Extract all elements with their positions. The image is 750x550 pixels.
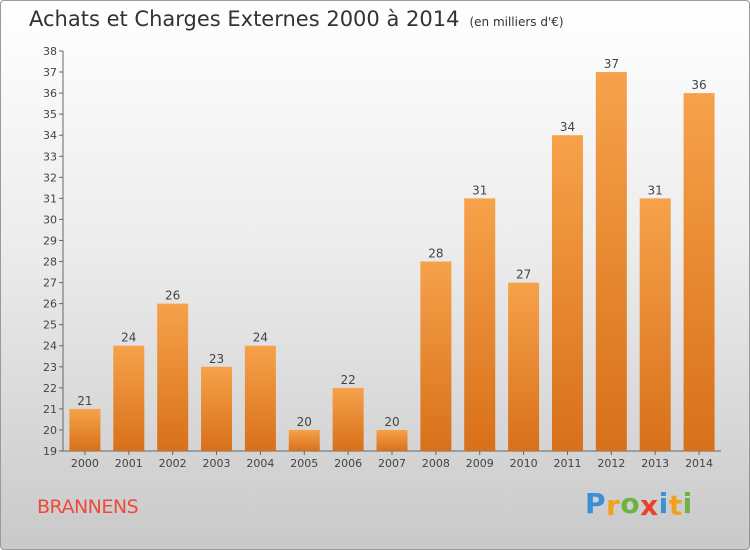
bar [69, 408, 101, 451]
logo-letter: i [682, 487, 693, 520]
bar [639, 198, 671, 451]
bar [595, 72, 627, 451]
bar [551, 135, 583, 452]
bar [113, 345, 145, 451]
y-tick-label: 35 [43, 108, 57, 121]
x-tick-label: 2010 [510, 457, 538, 470]
bar-value-label: 21 [77, 394, 92, 408]
y-tick-label: 34 [43, 129, 57, 142]
title-text: Achats et Charges Externes 2000 à 2014 [29, 7, 460, 31]
y-tick-label: 29 [43, 234, 57, 247]
y-tick-label: 38 [43, 45, 57, 58]
y-tick-label: 20 [43, 424, 57, 437]
bar-value-label: 37 [604, 57, 619, 71]
bar [288, 429, 320, 451]
bar [244, 345, 276, 451]
bar [508, 282, 540, 451]
bar-value-label: 22 [340, 373, 355, 387]
y-tick-label: 30 [43, 213, 57, 226]
y-tick-label: 36 [43, 87, 57, 100]
x-tick-label: 2000 [71, 457, 99, 470]
x-tick-label: 2011 [553, 457, 581, 470]
x-tick-label: 2001 [115, 457, 143, 470]
bar-value-label: 20 [297, 415, 312, 429]
bar-value-label: 24 [121, 331, 136, 345]
y-tick-label: 19 [43, 445, 57, 458]
title-unit: (en milliers d'€) [469, 15, 564, 29]
x-tick-label: 2009 [466, 457, 494, 470]
commune-name: BRANNENS [37, 496, 139, 518]
y-tick-label: 31 [43, 192, 57, 205]
y-tick-label: 21 [43, 403, 57, 416]
x-tick-label: 2005 [290, 457, 318, 470]
logo-letter: x [640, 489, 659, 522]
bar-value-label: 36 [691, 78, 706, 92]
bar [332, 387, 364, 451]
y-tick-label: 26 [43, 298, 57, 311]
bar [376, 429, 408, 451]
y-tick-label: 22 [43, 382, 57, 395]
bar [157, 303, 189, 451]
logo-letter: t [668, 489, 683, 522]
logo-letter: o [620, 487, 641, 520]
logo-letter: r [606, 489, 621, 522]
bar-value-label: 34 [560, 120, 575, 134]
logo-letter: P [585, 487, 607, 520]
y-tick-label: 32 [43, 171, 57, 184]
bar [201, 366, 233, 451]
y-tick-label: 24 [43, 340, 57, 353]
x-tick-label: 2007 [378, 457, 406, 470]
y-tick-label: 37 [43, 66, 57, 79]
y-tick-label: 27 [43, 277, 57, 290]
x-tick-label: 2014 [685, 457, 713, 470]
bar [420, 261, 452, 451]
bar-value-label: 27 [516, 268, 531, 282]
y-tick-label: 28 [43, 256, 57, 269]
x-tick-label: 2008 [422, 457, 450, 470]
bar-value-label: 20 [384, 415, 399, 429]
bar-value-label: 31 [648, 183, 663, 197]
bar-value-label: 28 [428, 247, 443, 261]
x-tick-label: 2006 [334, 457, 362, 470]
bar-value-label: 24 [253, 331, 268, 345]
x-tick-label: 2013 [641, 457, 669, 470]
bar [464, 198, 496, 451]
proxiti-logo: Proxiti [585, 487, 693, 522]
bar-value-label: 23 [209, 352, 224, 366]
y-tick-label: 23 [43, 361, 57, 374]
x-tick-label: 2004 [246, 457, 274, 470]
logo-letter: i [658, 487, 669, 520]
y-tick-label: 33 [43, 150, 57, 163]
y-tick-label: 25 [43, 319, 57, 332]
bar-value-label: 31 [472, 183, 487, 197]
bar [683, 93, 715, 452]
x-tick-label: 2003 [203, 457, 231, 470]
x-tick-label: 2012 [597, 457, 625, 470]
bar-value-label: 26 [165, 289, 180, 303]
x-tick-label: 2002 [159, 457, 187, 470]
chart-title: Achats et Charges Externes 2000 à 2014 (e… [29, 7, 564, 31]
